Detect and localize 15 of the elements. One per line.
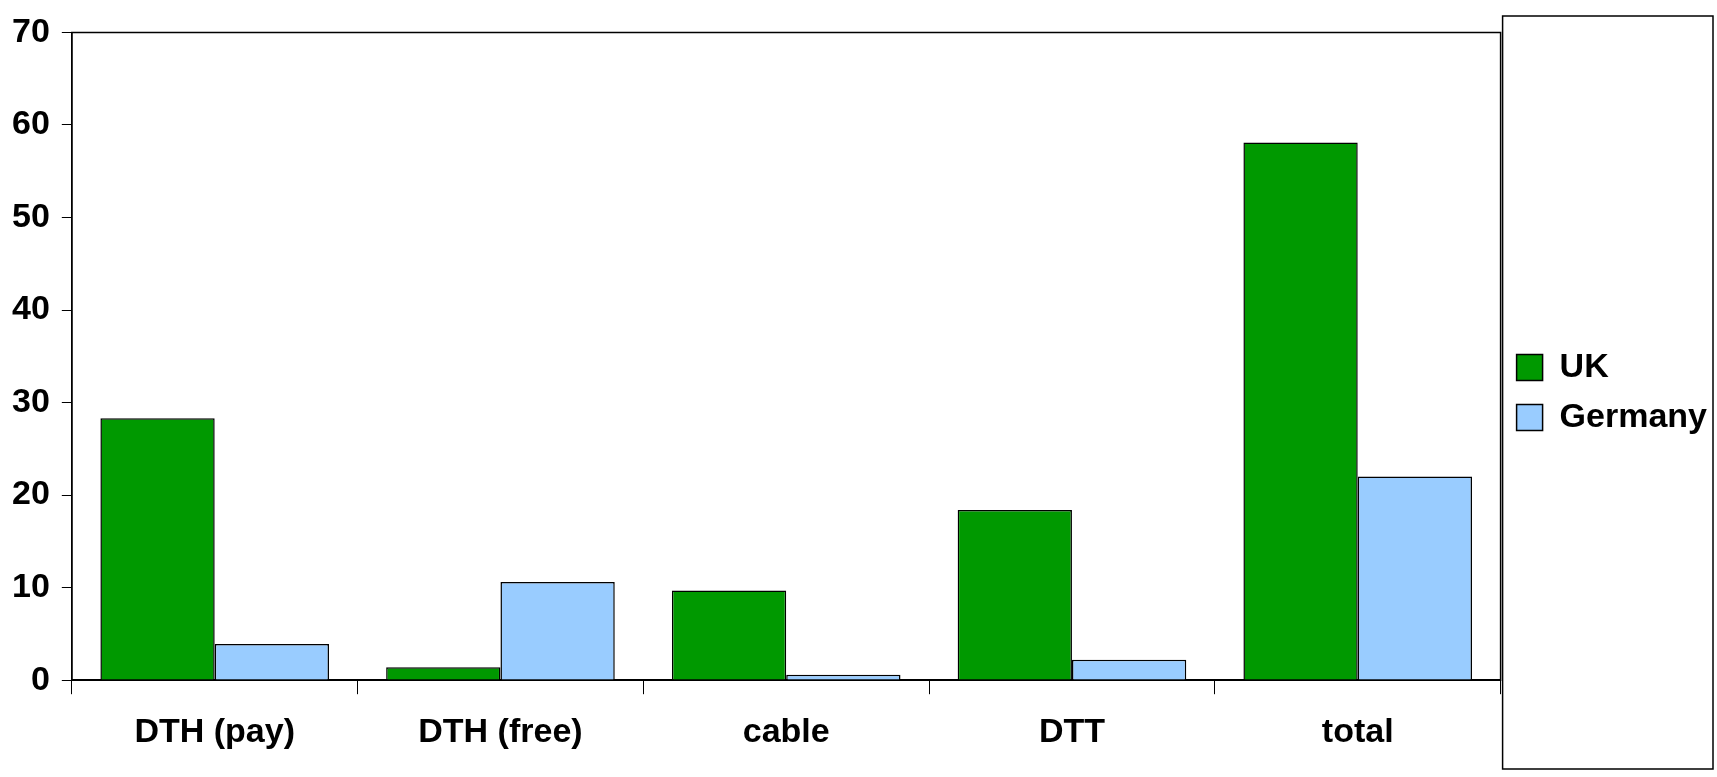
x-tick-label: total (1321, 710, 1394, 749)
y-tick-label: 70 (11, 10, 50, 49)
y-tick-label: 60 (11, 103, 50, 142)
y-tick-label: 10 (11, 566, 50, 605)
x-tick-label: DTH (pay) (134, 710, 295, 749)
x-tick-label: cable (742, 710, 830, 749)
legend-label: Germany (1559, 395, 1708, 434)
y-tick-label: 0 (30, 658, 50, 697)
y-tick-label: 30 (11, 380, 50, 419)
y-tick-label: 40 (11, 288, 50, 327)
y-tick-label: 50 (11, 195, 50, 234)
y-tick-label: 20 (11, 473, 50, 512)
x-tick-label: DTH (free) (418, 710, 583, 749)
legend-label: UK (1559, 345, 1610, 384)
x-tick-label: DTT (1038, 710, 1106, 749)
